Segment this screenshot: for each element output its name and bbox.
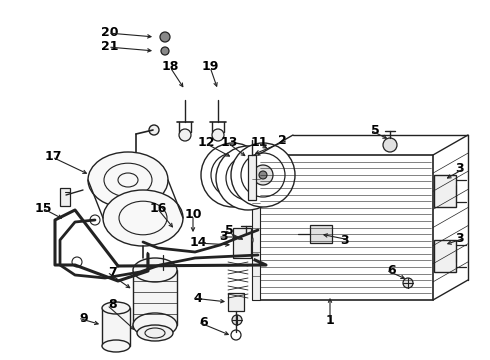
Circle shape: [253, 165, 273, 185]
Text: 17: 17: [45, 150, 62, 163]
Text: 3: 3: [455, 231, 464, 244]
Circle shape: [226, 156, 270, 200]
Text: 18: 18: [161, 60, 179, 73]
Bar: [228, 293, 244, 311]
Text: 4: 4: [193, 292, 202, 305]
Ellipse shape: [103, 190, 183, 246]
Bar: [133, 270, 177, 325]
Bar: [310, 225, 332, 243]
Text: 7: 7: [108, 266, 117, 279]
Circle shape: [244, 174, 252, 182]
Text: 3: 3: [220, 230, 228, 243]
Circle shape: [216, 146, 280, 210]
Circle shape: [239, 233, 253, 247]
Ellipse shape: [133, 313, 177, 337]
Text: 5: 5: [371, 123, 380, 136]
Circle shape: [231, 143, 295, 207]
Text: 19: 19: [201, 60, 219, 73]
Text: 12: 12: [197, 136, 215, 149]
Circle shape: [229, 171, 237, 179]
Text: 5: 5: [225, 224, 234, 237]
Text: 1: 1: [326, 314, 334, 327]
Bar: [434, 175, 456, 207]
Text: 6: 6: [199, 315, 208, 328]
Text: 20: 20: [100, 27, 118, 40]
Text: 14: 14: [190, 237, 207, 249]
Ellipse shape: [102, 340, 130, 352]
Circle shape: [383, 138, 397, 152]
Circle shape: [140, 267, 150, 277]
Text: 3: 3: [340, 234, 348, 247]
Bar: [258, 155, 433, 300]
Bar: [252, 155, 260, 300]
Circle shape: [211, 153, 255, 197]
Circle shape: [212, 129, 224, 141]
Text: 21: 21: [100, 40, 118, 54]
Circle shape: [241, 153, 285, 197]
Text: 9: 9: [79, 311, 88, 324]
Circle shape: [72, 257, 82, 267]
Bar: [434, 240, 456, 272]
Text: 8: 8: [108, 298, 117, 311]
Text: 10: 10: [184, 208, 202, 221]
Text: 11: 11: [250, 136, 268, 149]
Text: 3: 3: [455, 162, 464, 175]
Circle shape: [160, 32, 170, 42]
Text: 16: 16: [149, 202, 167, 215]
Text: 2: 2: [278, 134, 287, 147]
Ellipse shape: [137, 325, 173, 341]
Ellipse shape: [102, 302, 130, 314]
Circle shape: [201, 143, 265, 207]
Circle shape: [161, 47, 169, 55]
Ellipse shape: [88, 152, 168, 208]
Bar: [248, 155, 256, 200]
Circle shape: [179, 129, 191, 141]
Circle shape: [223, 165, 243, 185]
Text: 6: 6: [388, 264, 396, 276]
Ellipse shape: [133, 258, 177, 282]
Bar: [60, 188, 70, 206]
Text: 13: 13: [220, 136, 238, 149]
Circle shape: [238, 168, 258, 188]
Circle shape: [232, 315, 242, 325]
Bar: [233, 228, 251, 258]
Circle shape: [403, 278, 413, 288]
Bar: [102, 308, 130, 346]
Text: 15: 15: [34, 202, 52, 215]
Circle shape: [90, 215, 100, 225]
Circle shape: [259, 171, 267, 179]
Circle shape: [149, 125, 159, 135]
